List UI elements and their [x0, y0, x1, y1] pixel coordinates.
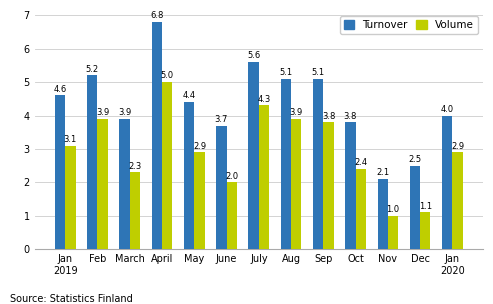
Bar [378, 179, 388, 249]
Text: 4.6: 4.6 [53, 85, 67, 94]
Text: 3.7: 3.7 [215, 115, 228, 124]
Bar [248, 62, 259, 249]
Bar [130, 172, 140, 249]
Bar [259, 105, 269, 249]
Legend: Turnover, Volume: Turnover, Volume [340, 16, 478, 34]
Bar [281, 79, 291, 249]
Text: 6.8: 6.8 [150, 11, 164, 20]
Bar [216, 126, 227, 249]
Text: 4.4: 4.4 [182, 92, 196, 100]
Text: 4.3: 4.3 [257, 95, 271, 104]
Bar [194, 152, 205, 249]
Text: 2.3: 2.3 [128, 162, 141, 171]
Text: 3.8: 3.8 [322, 112, 335, 121]
Bar [410, 166, 420, 249]
Text: 3.8: 3.8 [344, 112, 357, 121]
Bar [55, 95, 65, 249]
Text: 5.1: 5.1 [280, 68, 292, 77]
Text: 5.1: 5.1 [312, 68, 325, 77]
Text: 3.9: 3.9 [118, 108, 131, 117]
Text: 2.9: 2.9 [451, 142, 464, 151]
Text: 2.1: 2.1 [376, 168, 389, 178]
Text: 4.0: 4.0 [441, 105, 454, 114]
Text: 3.9: 3.9 [96, 108, 109, 117]
Text: 1.1: 1.1 [419, 202, 432, 211]
Bar [119, 119, 130, 249]
Text: 3.1: 3.1 [64, 135, 77, 144]
Text: 2.4: 2.4 [354, 158, 367, 168]
Text: 2.5: 2.5 [408, 155, 422, 164]
Bar [98, 119, 108, 249]
Bar [152, 22, 162, 249]
Text: 2.0: 2.0 [225, 172, 238, 181]
Bar [388, 216, 398, 249]
Bar [345, 122, 355, 249]
Text: 2.9: 2.9 [193, 142, 206, 151]
Bar [87, 75, 98, 249]
Bar [323, 122, 334, 249]
Bar [453, 152, 463, 249]
Bar [227, 182, 237, 249]
Bar [355, 169, 366, 249]
Bar [313, 79, 323, 249]
Text: 5.6: 5.6 [247, 51, 260, 60]
Text: 1.0: 1.0 [387, 205, 400, 214]
Text: 3.9: 3.9 [289, 108, 303, 117]
Text: 5.2: 5.2 [86, 65, 99, 74]
Bar [420, 212, 430, 249]
Text: 5.0: 5.0 [161, 71, 174, 81]
Bar [162, 82, 173, 249]
Bar [184, 102, 194, 249]
Bar [65, 146, 75, 249]
Text: Source: Statistics Finland: Source: Statistics Finland [10, 294, 133, 304]
Bar [442, 116, 453, 249]
Bar [291, 119, 301, 249]
